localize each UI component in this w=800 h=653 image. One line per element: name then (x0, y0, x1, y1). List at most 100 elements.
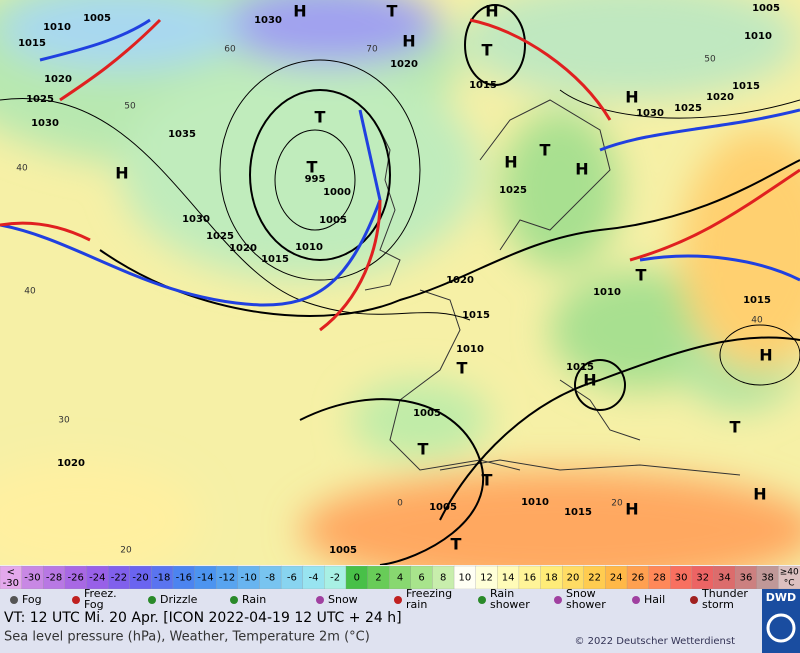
weather-symbol (10, 596, 18, 604)
map-labels: 1005 1010 1015 1020 1025 1030 1030 1020 1015 1005… (16, 2, 780, 557)
isobar-label: 1015 (469, 80, 497, 91)
isobar-label: 1020 (446, 275, 474, 286)
isobar-label: 1015 (566, 362, 594, 373)
isobar-label: 1025 (674, 103, 702, 114)
weather-legend-label: shower (566, 598, 606, 611)
scale-label: 10 (458, 573, 471, 584)
isobar-label: 1005 (752, 3, 780, 14)
valid-time: VT: 12 UTC Mi. 20 Apr. [ICON 2022-04-19 … (4, 610, 402, 626)
isobar-label: 1010 (295, 242, 323, 253)
isobar-label: 1020 (706, 92, 734, 103)
scale-label: -24 (89, 573, 105, 584)
dwd-logo-text: DWD (766, 591, 796, 604)
weather-legend-label: Drizzle (160, 593, 198, 606)
description: Sea level pressure (hPa), Weather, Tempe… (4, 630, 370, 645)
isobar-label: 1005 (429, 502, 457, 513)
scale-label: < (7, 567, 15, 578)
isobar-label: 1015 (18, 38, 46, 49)
scale-label: 8 (440, 573, 446, 584)
pressure-center: T (540, 141, 551, 160)
isotherm-label: 40 (16, 164, 28, 174)
weather-legend-label: Fog (84, 598, 104, 611)
isotherm-label: 20 (611, 499, 623, 509)
weather-symbol (478, 596, 486, 604)
scale-label: 36 (740, 573, 753, 584)
scale-label: -12 (219, 573, 235, 584)
scale-label: 20 (567, 573, 580, 584)
weather-symbol (632, 596, 640, 604)
isobar-label: 1020 (44, 74, 72, 85)
isobars (0, 4, 800, 565)
isobar-label: 995 (305, 174, 326, 185)
isobar-label: 1005 (413, 408, 441, 419)
isobar-label: 1020 (390, 59, 418, 70)
isobar-label: 1005 (83, 13, 111, 24)
weather-legend-label: Hail (644, 593, 665, 606)
weather-symbol (148, 596, 156, 604)
scale-label: 2 (375, 573, 381, 584)
weather-legend-label: storm (702, 598, 734, 611)
scale-label: -22 (111, 573, 127, 584)
isobar-label: 1030 (636, 108, 664, 119)
weather-symbol (554, 596, 562, 604)
scale-label: 22 (588, 573, 601, 584)
isotherm-label: 60 (224, 45, 236, 55)
isobar-label: 1025 (499, 185, 527, 196)
scale-label: -8 (265, 573, 275, 584)
isobar-label: 1015 (462, 310, 490, 321)
isotherm-label: 50 (124, 102, 136, 112)
scale-label: 30 (675, 573, 688, 584)
map-area: 1005 1010 1015 1020 1025 1030 1030 1020 1015 1005… (0, 0, 800, 565)
pressure-center: T (418, 440, 429, 459)
isotherm-label: 30 (58, 416, 70, 426)
fronts (0, 18, 800, 332)
scale-label: -30 (3, 578, 19, 589)
isobar-label: 1010 (744, 31, 772, 42)
pressure-center: H (293, 2, 306, 21)
scale-label: 4 (397, 573, 403, 584)
pressure-center: H (753, 485, 766, 504)
weather-legend-label: Fog (22, 593, 42, 606)
isobar-label: 1015 (261, 254, 289, 265)
isotherm-label: 20 (120, 546, 132, 556)
weather-legend-label: Freezing (406, 587, 452, 600)
scale-label: -16 (176, 573, 192, 584)
scale-label: -20 (132, 573, 148, 584)
isobar-label: 1020 (229, 243, 257, 254)
pressure-center: H (575, 160, 588, 179)
scale-label: ≥40 (780, 568, 799, 578)
scale-label: 12 (480, 573, 493, 584)
scale-label: -18 (154, 573, 170, 584)
weather-symbol (690, 596, 698, 604)
scale-label: -14 (197, 573, 213, 584)
scale-label: 14 (502, 573, 515, 584)
pressure-center: H (625, 500, 638, 519)
scale-label: 24 (610, 573, 623, 584)
scale-label: 38 (761, 573, 774, 584)
isobar-label: 1015 (564, 507, 592, 518)
isotherm-label: 70 (366, 45, 378, 55)
temperature-scale: <-30 -30 -28 -26 -24 -22 -20 -18 -16 -14 -12 -10 -8-… (0, 565, 800, 590)
dwd-logo-swirl (766, 613, 796, 643)
isobar-label: 1030 (254, 15, 282, 26)
pressure-center: T (387, 2, 398, 21)
weather-symbol (316, 596, 324, 604)
pressure-center: T (482, 471, 493, 490)
pressure-center: T (457, 359, 468, 378)
weather-legend-label: Snow (328, 593, 358, 606)
scale-label: 32 (696, 573, 709, 584)
scale-label: 28 (653, 573, 666, 584)
scale-label: °C (784, 579, 795, 589)
isotherm-label: 0 (397, 499, 403, 509)
scale-label: -10 (240, 573, 256, 584)
weather-legend-label: Rain (242, 593, 266, 606)
weather-symbol (72, 596, 80, 604)
scale-label: 26 (631, 573, 644, 584)
isobar-label: 1030 (31, 118, 59, 129)
pressure-center: H (485, 2, 498, 21)
pressure-center: T (315, 108, 326, 127)
scale-label: 34 (718, 573, 731, 584)
scale-label: -26 (68, 573, 84, 584)
weather-legend: Fog Freez.Fog Drizzle Rain Snow FreezingrainR… (10, 587, 748, 611)
